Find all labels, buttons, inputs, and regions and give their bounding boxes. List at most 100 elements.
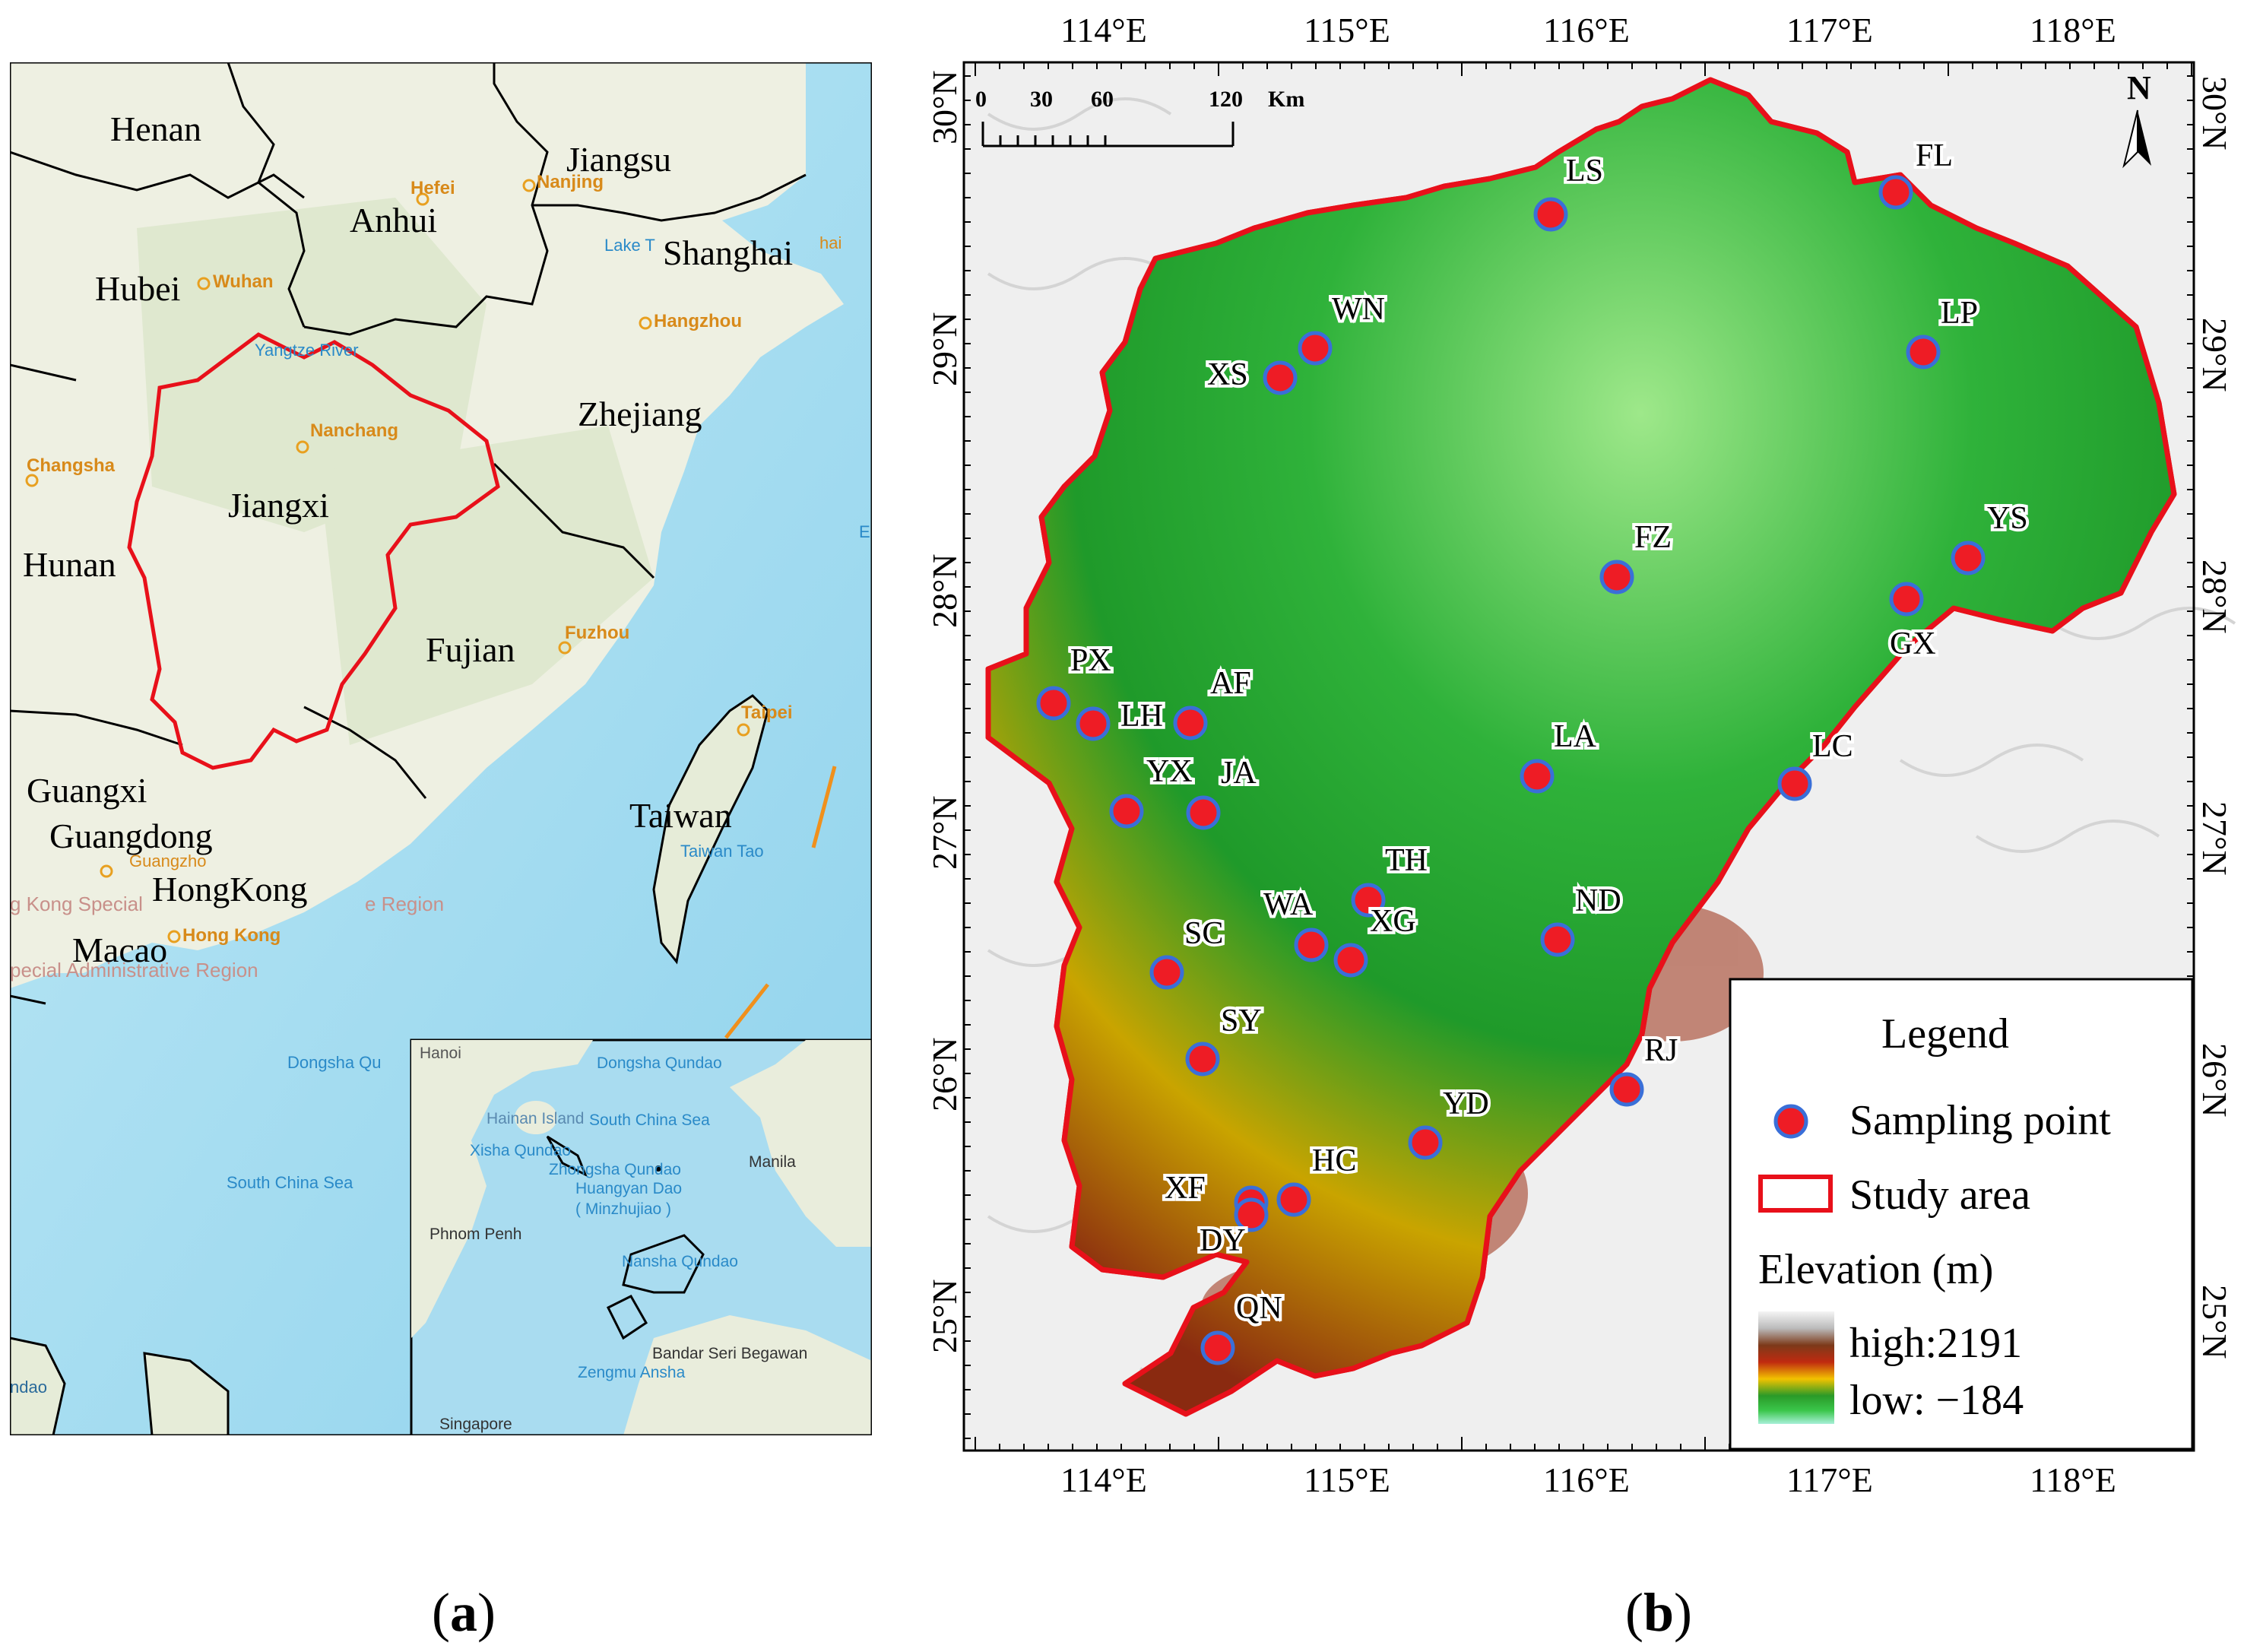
basemap-label: e Region	[365, 893, 444, 915]
province-label: Taiwan	[629, 796, 732, 835]
sampling-point-marker	[1599, 560, 1634, 595]
scale-bar: 0 30 60 120 Km	[975, 87, 1304, 147]
sampling-point-px: PX	[1036, 640, 1114, 721]
city-label: Changsha	[27, 455, 116, 476]
sampling-point-gx: GX	[1887, 582, 1939, 664]
coordinate-labels: 114°E 115°E 116°E 117°E 118°E 114°E 115°…	[1060, 11, 2116, 1499]
sampling-point-label: LS	[1566, 154, 1603, 189]
lat-labels: 30°N 29°N 28°N 27°N 26°N 25°N 30°N 29°N …	[925, 70, 2234, 1359]
sampling-point-marker	[1185, 1042, 1220, 1076]
basemap-label: g Kong Special	[10, 893, 143, 915]
sampling-point-lc: LC	[1777, 726, 1856, 801]
lon-tick-label-bottom: 116°E	[1543, 1460, 1630, 1499]
scale-label: 0	[975, 87, 987, 112]
sampling-point-label: WA	[1263, 887, 1314, 922]
island-fragment	[143, 1352, 230, 1435]
sampling-point-wa: WA	[1260, 884, 1329, 962]
inset-labels: Hanoi Dongsha Qundao Hainan Island South…	[420, 1045, 807, 1433]
sampling-point-marker	[1298, 331, 1333, 366]
sampling-point-label: GX	[1890, 626, 1936, 661]
lat-tick-label-left: 27°N	[925, 795, 964, 870]
city-label: Hong Kong	[182, 925, 280, 946]
maritime-boundary-dash	[811, 766, 837, 848]
island-fragment	[10, 1337, 66, 1435]
basemap-label: hai	[819, 233, 842, 252]
sampling-point-marker	[1351, 883, 1386, 918]
sampling-point-ls: LS	[1533, 151, 1606, 232]
sampling-point-lp: LP	[1906, 293, 1981, 369]
sampling-point-sy: SY	[1185, 1000, 1265, 1076]
north-label: N	[2127, 69, 2151, 106]
inset-label: Zengmu Ansha	[578, 1364, 686, 1381]
sampling-point-marker	[1540, 922, 1575, 957]
inset-label: Manila	[749, 1153, 796, 1171]
province-label: Jiangxi	[228, 486, 329, 525]
sampling-point-ja: JA	[1186, 753, 1260, 830]
inset-label: South China Sea	[589, 1111, 710, 1129]
sampling-point-sc: SC	[1149, 913, 1226, 990]
sampling-point-fz: FZ	[1599, 517, 1675, 595]
sampling-point-marker	[1263, 360, 1298, 395]
lon-tick-label-bottom: 114°E	[1060, 1460, 1147, 1499]
sampling-point-th: TH	[1351, 840, 1431, 918]
panel-a-location-map: Henan Jiangsu Anhui Shanghai Hubei Zheji…	[10, 62, 872, 1435]
sampling-point-label: SC	[1184, 916, 1223, 951]
legend-elevation-ramp	[1758, 1311, 1834, 1424]
sampling-point-marker	[1276, 1182, 1311, 1217]
sampling-point-label: YX	[1146, 754, 1193, 789]
sampling-point-label: FZ	[1634, 520, 1672, 555]
basemap-label: Lake T	[604, 236, 655, 255]
sampling-point-marker	[1878, 175, 1913, 210]
scale-label: 60	[1091, 87, 1114, 112]
lon-tick-label-top: 115°E	[1304, 11, 1390, 49]
city-label: Wuhan	[213, 271, 274, 292]
inset-label: Dongsha Qundao	[597, 1054, 722, 1072]
lon-tick-label-top: 118°E	[2030, 11, 2116, 49]
lat-tick-label-right: 28°N	[2195, 560, 2234, 634]
sampling-point-marker	[1333, 943, 1368, 978]
sampling-point-wn: WN	[1298, 289, 1388, 366]
sampling-point-label: LC	[1812, 729, 1853, 764]
basemap-label: pecial Administrative Region	[10, 959, 258, 981]
maritime-boundary-dash	[724, 983, 769, 1039]
city-label: Nanchang	[310, 420, 398, 441]
inset-label: Bandar Seri Begawan	[652, 1345, 807, 1362]
sampling-points: LS FL WN XS LP FZ YS GX PX LH AF LA LC YX JA TH WA XG ND SC…	[1036, 135, 2031, 1365]
caption-a: (a)	[432, 1582, 496, 1643]
sampling-point-label: DY	[1200, 1223, 1246, 1258]
scale-label: 30	[1030, 87, 1053, 112]
sampling-point-label: XS	[1207, 357, 1248, 392]
sampling-point-label: TH	[1385, 843, 1428, 878]
province-label: Jiangsu	[566, 140, 671, 179]
province-label: Macao	[72, 931, 167, 969]
province-label: HongKong	[152, 870, 307, 908]
province-label: Zhejiang	[578, 395, 702, 433]
province-label: Hunan	[23, 545, 116, 584]
province-labels: Henan Jiangsu Anhui Shanghai Hubei Zheji…	[23, 109, 793, 969]
sampling-point-label: YD	[1443, 1086, 1489, 1121]
sampling-point-label: AF	[1210, 666, 1251, 701]
sampling-point-xs: XS	[1204, 354, 1298, 395]
sampling-point-label: LH	[1120, 699, 1163, 734]
inset-label: Zhongsha Qundao	[549, 1161, 681, 1178]
scale-label: 120	[1209, 87, 1243, 112]
sampling-point-label: WN	[1332, 292, 1385, 327]
lat-tick-label-right: 27°N	[2195, 801, 2234, 876]
sampling-point-ys: YS	[1951, 498, 2031, 576]
lat-tick-label-left: 26°N	[925, 1037, 964, 1111]
province-borders	[10, 62, 807, 1005]
basemap-label: Yangtze River	[255, 341, 359, 360]
sampling-point-marker	[1777, 766, 1812, 801]
city-labels: Hefei Nanjing Wuhan Hangzhou Nanchang Ch…	[27, 172, 793, 946]
lat-tick-label-left: 25°N	[925, 1279, 964, 1353]
legend-study-area-label: Study area	[1849, 1172, 2030, 1219]
sampling-point-af: AF	[1173, 663, 1254, 740]
sampling-point-marker	[1609, 1072, 1644, 1107]
legend-high-label: high:2191	[1849, 1320, 2022, 1367]
sampling-point-marker	[1234, 1197, 1269, 1232]
lon-tick-label-bottom: 117°E	[1786, 1460, 1873, 1499]
sampling-point-nd: ND	[1540, 880, 1624, 957]
legend-sampling-symbol	[1773, 1104, 1808, 1139]
lat-tick-label-right: 25°N	[2195, 1285, 2234, 1359]
